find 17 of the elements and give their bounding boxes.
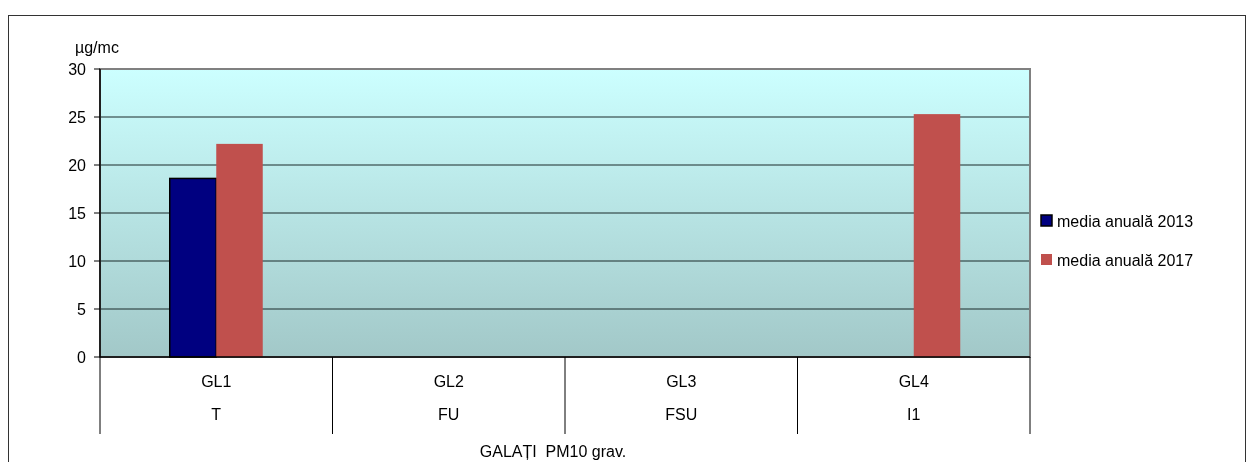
y-tick-label: 10: [68, 252, 87, 270]
x-tick-label: GL1 T: [201, 373, 232, 423]
y-tick-label: 0: [77, 348, 87, 366]
x-tick-label: GL4 I1: [898, 373, 929, 423]
legend-label: media anuală 2013: [1057, 212, 1194, 230]
legend-label: media anuală 2017: [1057, 251, 1194, 269]
y-axis-title: µg/mc: [75, 39, 119, 56]
y-tick-label: 20: [68, 156, 87, 174]
x-tick-label: GL3 FSU: [665, 373, 698, 423]
y-tick-label: 15: [68, 204, 87, 222]
bar: [216, 143, 263, 357]
x-tick-label: GL2 FU: [433, 373, 464, 423]
y-tick-label: 5: [77, 300, 87, 318]
bar: [913, 114, 961, 357]
y-tick-label: 25: [68, 108, 87, 126]
y-tick-label: 30: [68, 60, 87, 78]
x-axis-title: GALAȚI PM10 grav.: [479, 443, 627, 460]
